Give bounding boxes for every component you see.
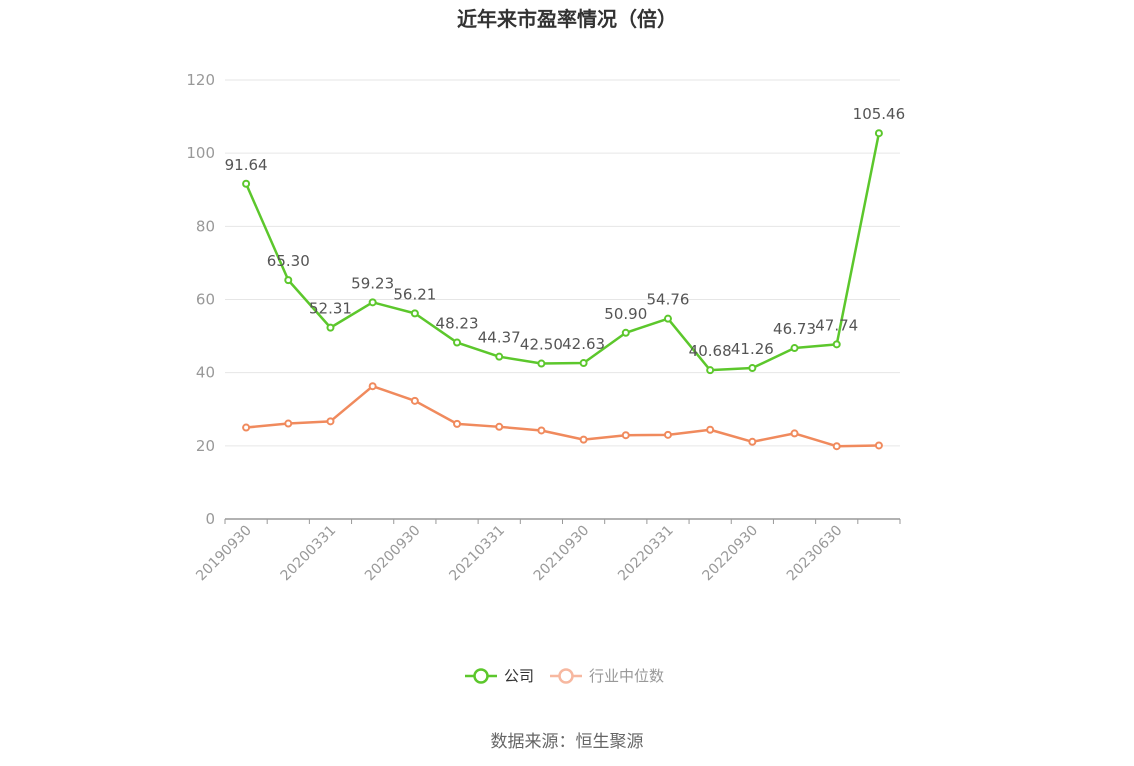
data-point	[453, 338, 462, 347]
data-point	[832, 442, 841, 451]
x-tick-label: 20220930	[699, 523, 761, 585]
x-tick-label: 20200331	[278, 523, 340, 585]
data-point	[790, 429, 799, 438]
data-point	[706, 366, 715, 375]
data-point	[410, 309, 419, 318]
data-point	[537, 426, 546, 435]
data-point	[579, 435, 588, 444]
data-label: 54.76	[646, 291, 689, 309]
y-tick-label: 120	[186, 71, 215, 89]
data-point	[621, 431, 630, 440]
data-label: 105.46	[853, 105, 906, 123]
data-label: 42.50	[520, 336, 563, 354]
x-axis: 20190930 20200331 20200930 20210331 20210930…	[193, 518, 901, 585]
x-tick-label: 20210930	[531, 523, 593, 585]
legend[interactable]: 公司 行业中位数	[465, 667, 664, 685]
x-tick-label: 20200930	[362, 523, 424, 585]
x-tick-label: 20190930	[193, 523, 255, 585]
legend-marker-icon	[473, 668, 489, 684]
data-point	[284, 276, 293, 285]
data-point	[537, 359, 546, 368]
legend-label: 行业中位数	[589, 667, 664, 685]
data-point	[495, 352, 504, 361]
legend-item[interactable]: 公司	[465, 667, 534, 685]
data-point	[453, 419, 462, 428]
data-point	[663, 430, 672, 439]
y-tick-label: 20	[196, 437, 215, 455]
data-label: 52.31	[309, 300, 352, 318]
data-label: 42.63	[562, 335, 605, 353]
data-label: 40.68	[689, 342, 732, 360]
data-point	[790, 344, 799, 353]
data-label: 44.37	[478, 329, 521, 347]
data-point	[326, 417, 335, 426]
data-point	[663, 314, 672, 323]
series-line-0	[244, 132, 881, 372]
data-label: 46.73	[773, 320, 816, 338]
data-point	[579, 359, 588, 368]
y-tick-label: 40	[196, 364, 215, 382]
x-tick-label: 20210331	[446, 523, 508, 585]
y-axis: 0 20 40 60 80 100 120	[186, 71, 215, 528]
data-label: 56.21	[393, 285, 436, 303]
series-lines	[242, 129, 883, 451]
data-label: 41.26	[731, 340, 774, 358]
x-tick-label: 20230630	[784, 523, 846, 585]
data-label: 48.23	[436, 315, 479, 333]
data-point	[874, 129, 883, 138]
y-tick-label: 60	[196, 291, 215, 309]
data-label: 59.23	[351, 274, 394, 292]
data-point	[284, 419, 293, 428]
y-tick-label: 100	[186, 144, 215, 162]
series-line-1	[245, 384, 879, 448]
data-point	[326, 323, 335, 332]
data-point	[410, 396, 419, 405]
data-label: 65.30	[267, 252, 310, 270]
grid-lines	[225, 79, 900, 447]
data-label: 91.64	[225, 156, 268, 174]
data-point	[706, 425, 715, 434]
data-point	[748, 437, 757, 446]
data-point	[368, 382, 377, 391]
y-tick-label: 0	[205, 510, 215, 528]
chart-title: 近年来市盈率情况（倍）	[457, 7, 677, 31]
legend-label: 公司	[504, 667, 534, 685]
data-label: 47.74	[815, 316, 858, 334]
data-source-note: 数据来源：恒生聚源	[491, 732, 644, 752]
data-point	[748, 364, 757, 373]
data-point	[621, 328, 630, 337]
data-label: 50.90	[604, 305, 647, 323]
y-tick-label: 80	[196, 217, 215, 235]
data-point	[242, 179, 251, 188]
data-point	[874, 441, 883, 450]
data-point	[368, 298, 377, 307]
data-point	[242, 423, 251, 432]
x-tick-label: 20220331	[615, 523, 677, 585]
data-point	[495, 422, 504, 431]
data-point	[832, 340, 841, 349]
legend-item[interactable]: 行业中位数	[550, 667, 664, 685]
legend-marker-icon	[558, 668, 574, 684]
